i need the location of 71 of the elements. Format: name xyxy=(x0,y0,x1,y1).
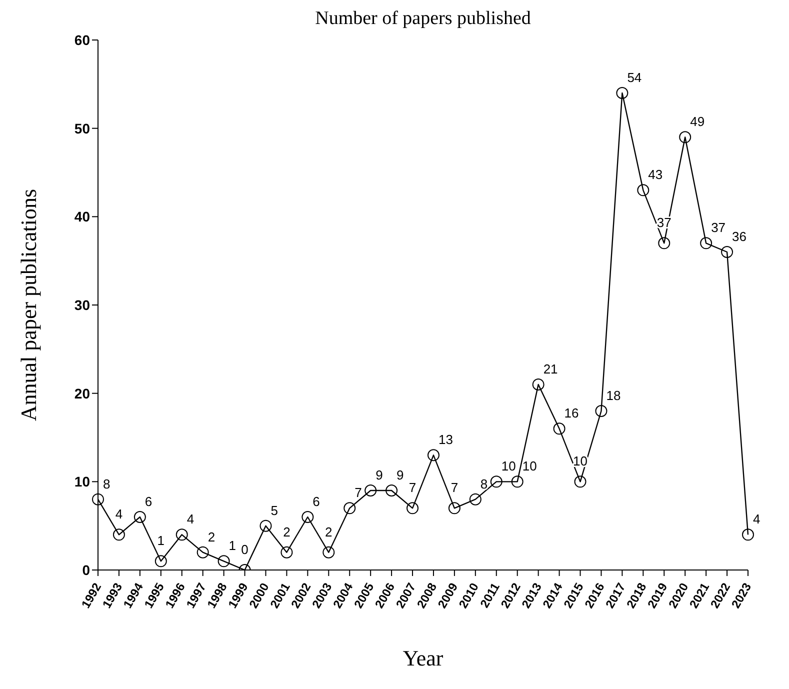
y-tick-label: 30 xyxy=(74,296,90,313)
data-label: 10 xyxy=(522,458,537,474)
point xyxy=(553,422,566,435)
point xyxy=(154,555,167,568)
point xyxy=(574,476,586,488)
point xyxy=(134,511,146,523)
point xyxy=(260,520,272,532)
point xyxy=(92,493,104,506)
point xyxy=(302,511,314,523)
data-label: 8 xyxy=(480,476,488,492)
point xyxy=(490,476,502,488)
data-label: 5 xyxy=(270,502,278,518)
x-axis-title: Year xyxy=(402,646,444,671)
data-label: 37 xyxy=(711,220,726,236)
point xyxy=(742,528,754,541)
data-label: 10 xyxy=(501,458,516,474)
data-label: 16 xyxy=(564,406,579,421)
point xyxy=(469,493,482,506)
point xyxy=(448,502,460,514)
data-label: 18 xyxy=(606,388,621,403)
data-label: 6 xyxy=(144,494,152,509)
y-tick-label: 40 xyxy=(74,208,90,225)
point xyxy=(595,405,608,417)
data-label: 1 xyxy=(228,538,236,554)
data-label: 7 xyxy=(354,485,362,500)
data-label: 2 xyxy=(283,524,290,540)
point xyxy=(344,502,356,514)
point xyxy=(679,131,692,144)
point xyxy=(658,237,670,250)
data-label: 49 xyxy=(690,114,705,130)
y-tick-label: 10 xyxy=(74,474,90,490)
data-label: 1 xyxy=(157,533,165,548)
y-tick-label: 50 xyxy=(74,120,90,136)
point xyxy=(532,378,544,390)
data-label: 4 xyxy=(115,506,123,522)
data-label: 4 xyxy=(753,512,760,527)
point xyxy=(637,184,650,196)
data-label: 6 xyxy=(312,494,320,509)
point xyxy=(322,546,335,558)
y-axis-title: Annual paper publications xyxy=(16,188,41,422)
point xyxy=(616,87,628,99)
point xyxy=(218,555,230,568)
data-label: 7 xyxy=(450,480,458,496)
data-label: 4 xyxy=(186,512,194,527)
data-label: 2 xyxy=(208,529,216,544)
data-label: 8 xyxy=(103,476,110,492)
y-tick-label: 0 xyxy=(82,562,90,578)
point xyxy=(280,546,293,558)
point xyxy=(406,502,419,514)
y-tick-label: 60 xyxy=(74,32,90,48)
point xyxy=(700,237,712,250)
chart-title: Number of papers published xyxy=(314,8,532,30)
data-label: 21 xyxy=(543,362,558,376)
data-label: 2 xyxy=(325,524,332,540)
data-label: 13 xyxy=(438,432,453,448)
point xyxy=(176,528,188,541)
data-label: 36 xyxy=(732,229,746,244)
data-label: 43 xyxy=(648,167,663,182)
data-label: 9 xyxy=(396,468,404,482)
point xyxy=(721,246,734,258)
point xyxy=(427,449,440,462)
point xyxy=(386,484,398,496)
point xyxy=(364,484,377,496)
data-label: 54 xyxy=(627,70,642,85)
y-tick-label: 20 xyxy=(74,385,90,402)
data-label: 9 xyxy=(376,468,383,482)
point xyxy=(196,546,209,558)
data-label: 0 xyxy=(241,542,248,557)
point xyxy=(511,476,524,488)
data-label: 7 xyxy=(408,480,416,496)
point xyxy=(112,528,125,541)
